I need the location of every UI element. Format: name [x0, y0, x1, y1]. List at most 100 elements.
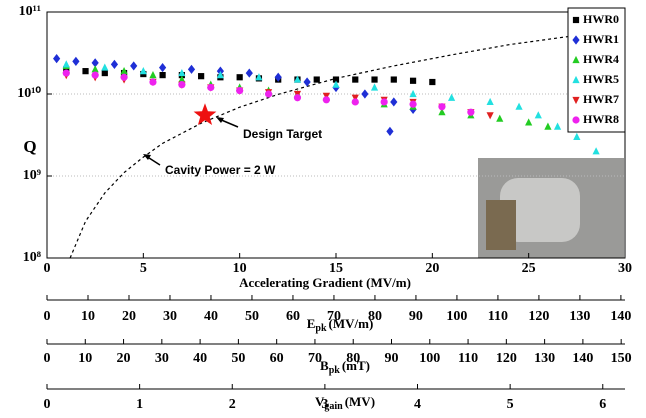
point — [332, 80, 340, 88]
point — [592, 147, 600, 155]
point — [178, 75, 186, 83]
point — [130, 61, 138, 71]
legend-label: HWR0 — [583, 12, 619, 26]
point — [72, 56, 80, 66]
point — [409, 77, 417, 84]
point — [390, 76, 397, 83]
arrow-head — [143, 154, 151, 160]
secondary-tick-label: 140 — [572, 351, 593, 366]
point — [91, 65, 99, 73]
point — [149, 71, 157, 79]
secondary-tick-label: 3 — [321, 397, 328, 412]
legend-marker — [572, 116, 580, 124]
point — [264, 90, 273, 98]
point — [62, 60, 70, 68]
secondary-tick-label: 50 — [231, 351, 245, 366]
point — [198, 73, 205, 80]
x-tick-label: 0 — [44, 261, 51, 276]
inset-photo-frame — [486, 200, 516, 250]
legend-label: HWR5 — [583, 72, 619, 86]
secondary-tick-label: 60 — [286, 309, 300, 324]
secondary-tick-label: 20 — [122, 309, 136, 324]
axis-unit: (MV) — [345, 394, 375, 409]
legend-marker — [572, 96, 580, 105]
secondary-axis-label: Vgain (MV) — [315, 394, 375, 412]
inset-photo-cavity — [500, 178, 580, 242]
point — [448, 93, 456, 101]
legend-label: HWR8 — [583, 112, 619, 126]
y-axis-label: Q — [23, 137, 36, 156]
x-tick-label: 25 — [522, 261, 536, 276]
secondary-tick-label: 130 — [534, 351, 555, 366]
x-tick-label: 15 — [329, 261, 343, 276]
point — [101, 63, 109, 71]
x-axis-label: Accelerating Gradient (MV/m) — [239, 275, 411, 290]
point — [53, 54, 61, 64]
secondary-tick-label: 10 — [78, 351, 92, 366]
point — [159, 72, 166, 79]
secondary-tick-label: 70 — [308, 351, 322, 366]
point — [313, 76, 320, 83]
point — [438, 108, 446, 116]
secondary-tick-label: 6 — [599, 397, 606, 412]
annotation: Design Target — [243, 127, 322, 141]
secondary-tick-label: 80 — [346, 351, 360, 366]
point — [236, 87, 244, 95]
legend-marker — [572, 16, 580, 24]
secondary-tick-label: 0 — [44, 351, 51, 366]
secondary-tick-label: 100 — [419, 351, 440, 366]
point — [467, 108, 475, 116]
point — [159, 62, 167, 73]
reference-curve — [69, 28, 626, 259]
secondary-tick-label: 140 — [610, 309, 631, 324]
legend-label: HWR1 — [583, 32, 619, 46]
point — [187, 64, 196, 74]
axis-subscript: pk — [329, 365, 341, 376]
point — [409, 100, 417, 108]
axis-symbol: B — [320, 358, 329, 373]
plot-frame — [46, 11, 626, 259]
secondary-tick-label: 120 — [528, 309, 549, 324]
point — [216, 71, 224, 79]
point — [91, 71, 99, 79]
point — [544, 122, 552, 130]
y-tick-label: 10¹¹ — [19, 4, 41, 19]
secondary-tick-label: 5 — [507, 397, 514, 412]
point — [380, 98, 388, 106]
point — [62, 69, 70, 77]
secondary-tick-label: 70 — [327, 309, 341, 324]
point — [553, 122, 562, 130]
point — [496, 114, 504, 122]
y-tick-label: 10⁸ — [23, 250, 41, 265]
legend-marker — [572, 55, 580, 64]
point — [110, 59, 119, 69]
secondary-tick-label: 110 — [488, 309, 508, 324]
y-tick-label: 10⁹ — [23, 168, 41, 183]
secondary-tick-label: 90 — [385, 351, 399, 366]
point — [120, 67, 128, 75]
point — [63, 66, 70, 73]
point — [236, 74, 243, 81]
x-tick-label: 20 — [425, 261, 439, 276]
axis-unit: (mT) — [342, 358, 370, 373]
secondary-tick-label: 60 — [270, 351, 284, 366]
point — [486, 112, 494, 120]
secondary-tick-label: 2 — [229, 397, 236, 412]
point — [255, 73, 263, 81]
axis-unit: (MV/m) — [329, 316, 374, 331]
point — [371, 76, 378, 83]
legend-marker — [572, 75, 580, 84]
axis-subscript: pk — [315, 323, 327, 334]
secondary-tick-label: 150 — [611, 351, 632, 366]
point — [573, 132, 581, 140]
point — [274, 72, 282, 82]
x-tick-label: 30 — [618, 261, 632, 276]
point — [486, 97, 494, 106]
x-tick-label: 10 — [233, 261, 247, 276]
point — [207, 83, 215, 92]
legend-box — [567, 7, 626, 133]
point — [120, 73, 128, 81]
point — [82, 68, 89, 75]
point — [303, 77, 311, 87]
